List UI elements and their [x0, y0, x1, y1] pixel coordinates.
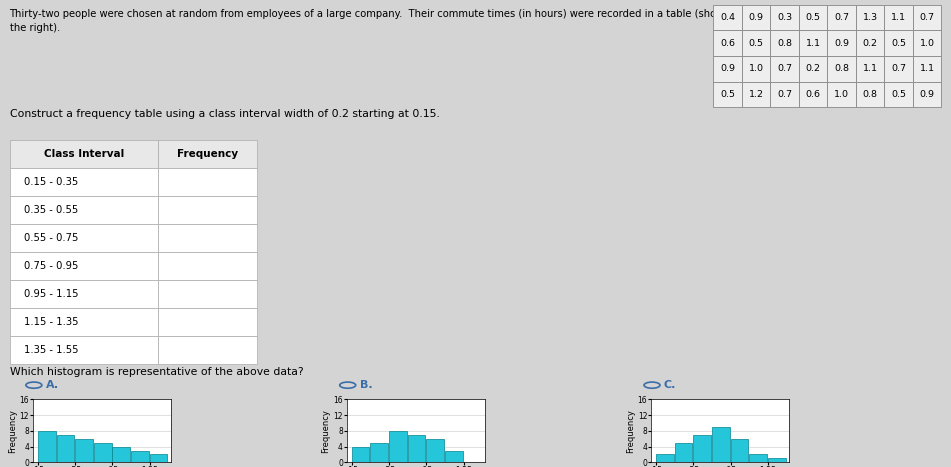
Bar — [408, 435, 425, 462]
Text: B.: B. — [359, 380, 372, 390]
Y-axis label: Frequency: Frequency — [321, 409, 331, 453]
Bar — [445, 451, 462, 462]
Text: Construct a frequency table using a class interval width of 0.2 starting at 0.15: Construct a frequency table using a clas… — [10, 109, 439, 119]
Bar — [370, 443, 388, 462]
Bar — [112, 446, 130, 462]
Y-axis label: Frequency: Frequency — [626, 409, 635, 453]
Text: C.: C. — [664, 380, 676, 390]
Bar — [149, 454, 167, 462]
Text: Thirty-two people were chosen at random from employees of a large company.  Thei: Thirty-two people were chosen at random … — [10, 9, 747, 33]
Bar — [693, 435, 711, 462]
Bar — [38, 431, 56, 462]
Bar — [674, 443, 692, 462]
Bar — [56, 435, 74, 462]
Bar — [94, 443, 111, 462]
Bar — [730, 439, 748, 462]
Bar — [426, 439, 444, 462]
Bar — [75, 439, 93, 462]
Bar — [389, 431, 407, 462]
Text: Which histogram is representative of the above data?: Which histogram is representative of the… — [10, 367, 303, 377]
Y-axis label: Frequency: Frequency — [8, 409, 17, 453]
Text: A.: A. — [46, 380, 59, 390]
Bar — [712, 427, 729, 462]
Bar — [749, 454, 767, 462]
Bar — [656, 454, 674, 462]
Bar — [352, 446, 370, 462]
Bar — [767, 459, 786, 462]
Bar — [131, 451, 148, 462]
